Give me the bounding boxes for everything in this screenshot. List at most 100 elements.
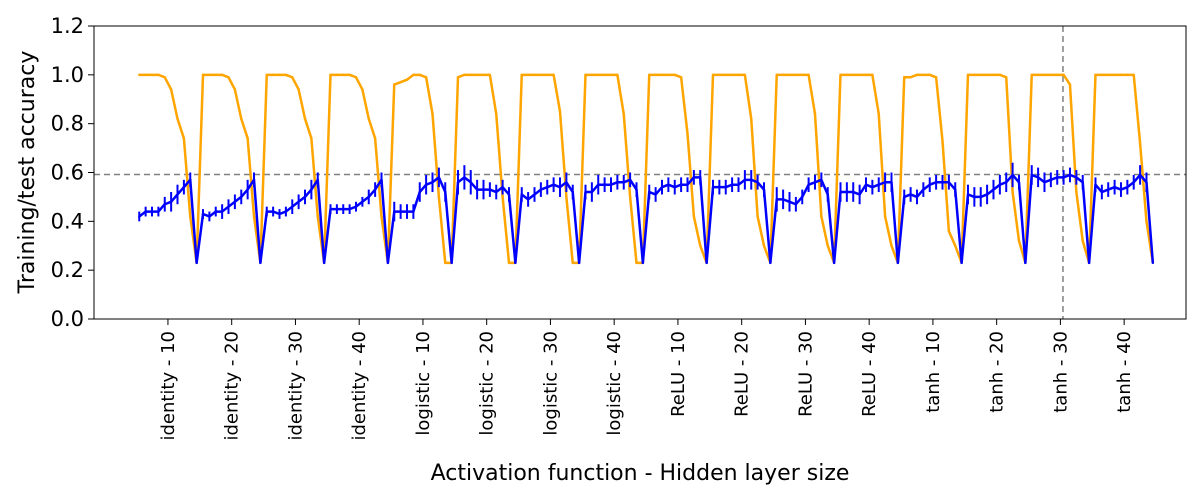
- data-point: [393, 210, 396, 213]
- data-point: [775, 73, 778, 77]
- data-point: [1113, 73, 1116, 77]
- data-point: [813, 112, 817, 116]
- data-point: [992, 188, 995, 191]
- data-point: [240, 117, 243, 120]
- data-point: [1113, 185, 1116, 189]
- data-point: [813, 181, 817, 184]
- data-point: [469, 181, 472, 184]
- data-point: [1049, 178, 1053, 182]
- data-point: [1075, 190, 1078, 194]
- data-point: [157, 73, 160, 77]
- data-point: [883, 215, 887, 218]
- data-point: [361, 88, 364, 91]
- data-point: [208, 73, 211, 77]
- data-point: [1068, 173, 1072, 177]
- data-point: [1036, 73, 1040, 77]
- series-line: [139, 73, 1155, 265]
- data-point: [507, 193, 511, 196]
- data-point: [316, 215, 319, 218]
- data-point: [1138, 142, 1142, 145]
- data-point: [526, 73, 530, 77]
- data-point: [169, 200, 173, 203]
- data-point: [412, 210, 415, 213]
- data-point: [303, 195, 307, 199]
- data-point: [1145, 181, 1148, 184]
- data-point: [1107, 73, 1110, 77]
- data-point: [565, 181, 568, 184]
- data-point: [947, 181, 951, 184]
- data-point: [597, 73, 600, 77]
- data-point: [450, 261, 453, 265]
- data-point: [252, 178, 256, 182]
- y-tick-label: 0.6: [51, 161, 84, 185]
- data-point: [877, 183, 880, 186]
- data-point: [1024, 261, 1027, 265]
- data-point: [737, 73, 740, 77]
- data-point: [437, 176, 441, 179]
- data-point: [934, 181, 938, 184]
- data-point: [635, 261, 638, 265]
- data-point: [1100, 73, 1104, 77]
- data-point: [807, 73, 810, 77]
- data-point: [463, 73, 466, 77]
- x-tick-label: identity - 40: [349, 331, 370, 441]
- data-point: [291, 205, 294, 208]
- x-tick-label: ReLU - 20: [732, 331, 753, 417]
- data-point: [954, 244, 957, 247]
- data-point: [303, 117, 307, 120]
- data-point: [1132, 181, 1135, 184]
- x-tick-label: logistic - 20: [477, 331, 498, 436]
- x-axis-label: Activation function - Hidden layer size: [431, 461, 850, 486]
- data-point: [1005, 76, 1008, 79]
- data-point: [839, 73, 842, 77]
- data-point: [138, 73, 141, 77]
- data-point: [182, 137, 186, 140]
- data-point: [903, 195, 906, 199]
- data-point: [418, 190, 421, 194]
- data-point: [928, 73, 931, 77]
- data-point: [431, 181, 434, 184]
- x-tick-label: tanh - 40: [1114, 331, 1135, 413]
- x-tick-label: tanh - 20: [987, 331, 1008, 413]
- data-point: [316, 178, 319, 182]
- data-point: [259, 261, 262, 265]
- data-point: [195, 261, 198, 265]
- data-point: [367, 117, 370, 120]
- data-point: [641, 261, 645, 265]
- data-point: [724, 185, 727, 189]
- data-point: [495, 190, 498, 194]
- data-point: [992, 73, 995, 77]
- data-point: [437, 195, 441, 199]
- data-point: [418, 73, 421, 77]
- data-point: [852, 190, 855, 194]
- data-point: [399, 80, 402, 84]
- data-point: [756, 215, 759, 218]
- data-point: [284, 73, 288, 77]
- data-point: [679, 76, 683, 79]
- data-point: [794, 73, 798, 77]
- data-point: [393, 83, 396, 86]
- data-point: [1017, 181, 1021, 184]
- data-point: [724, 73, 727, 77]
- data-point: [1075, 176, 1078, 179]
- data-point: [826, 193, 829, 196]
- data-point: [220, 73, 224, 77]
- data-point: [539, 73, 543, 77]
- data-point: [762, 244, 766, 247]
- data-point: [233, 200, 237, 203]
- data-point: [737, 183, 740, 186]
- data-point: [781, 73, 785, 77]
- data-point: [845, 190, 849, 194]
- data-point: [730, 73, 734, 77]
- data-point: [947, 229, 951, 233]
- data-point: [692, 176, 696, 179]
- data-point: [1126, 185, 1129, 189]
- data-point: [482, 73, 485, 77]
- data-point: [1005, 181, 1008, 184]
- data-point: [322, 261, 326, 265]
- data-point: [1068, 83, 1072, 86]
- data-point: [373, 188, 377, 191]
- data-point: [667, 183, 670, 186]
- data-point: [539, 188, 543, 191]
- data-point: [1011, 173, 1014, 177]
